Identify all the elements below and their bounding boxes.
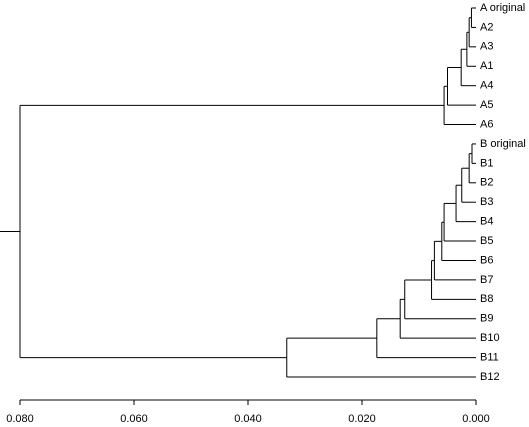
leaf-label: B7 xyxy=(480,274,493,286)
leaf-label: B2 xyxy=(480,177,493,189)
leaf-label: B4 xyxy=(480,216,493,228)
leaf-label: A5 xyxy=(480,99,493,111)
leaf-label: B3 xyxy=(480,196,493,208)
leaf-label: A original xyxy=(480,2,525,14)
leaf-label: B9 xyxy=(480,313,493,325)
leaf-label: A2 xyxy=(480,21,493,33)
leaf-label: A1 xyxy=(480,60,493,72)
leaf-label: B12 xyxy=(480,371,500,383)
leaf-label: A6 xyxy=(480,118,493,130)
leaf-label: B11 xyxy=(480,351,499,363)
leaf-label: B1 xyxy=(480,157,493,169)
leaf-label: B10 xyxy=(480,332,500,344)
leaf-label: B5 xyxy=(480,235,493,247)
x-tick-label: 0.080 xyxy=(6,413,34,425)
x-tick-label: 0.000 xyxy=(462,413,490,425)
leaf-label: A3 xyxy=(480,41,493,53)
leaf-label: B8 xyxy=(480,293,493,305)
x-tick-label: 0.060 xyxy=(120,413,148,425)
leaf-label: B original xyxy=(480,138,526,150)
leaf-label: A4 xyxy=(480,80,493,92)
leaf-label: B6 xyxy=(480,254,493,266)
x-tick-label: 0.020 xyxy=(348,413,376,425)
x-tick-label: 0.040 xyxy=(234,413,262,425)
